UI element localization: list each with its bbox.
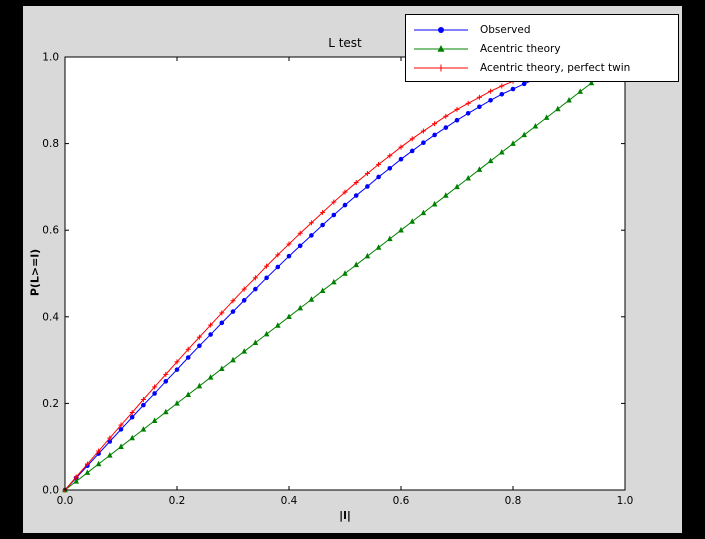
legend-item-perfect-twin: Acentric theory, perfect twin (412, 58, 672, 77)
svg-text:0.8: 0.8 (505, 495, 522, 507)
legend-item-acentric-theory: Acentric theory (412, 39, 672, 58)
legend-label-perfect-twin: Acentric theory, perfect twin (480, 61, 631, 74)
svg-text:0.2: 0.2 (42, 398, 59, 410)
svg-text:0.0: 0.0 (57, 495, 74, 507)
legend-swatch-perfect-twin-icon (414, 64, 468, 71)
plot-svg: 0.0 0.2 0.4 0.6 0.8 1.0 0.0 0.2 0.4 0.6 0.8 1.0 (42, 52, 634, 508)
legend-label-observed: Observed (480, 23, 531, 36)
y-axis-label: P(L>=l) (28, 248, 42, 297)
legend: Observed Acentric theory Acentric theory… (405, 14, 679, 82)
legend-swatch-observed-icon (414, 26, 468, 33)
legend-label-acentric-theory: Acentric theory (480, 42, 561, 55)
legend-swatch-acentric-theory-icon (414, 44, 468, 52)
svg-text:0.2: 0.2 (169, 495, 186, 507)
svg-text:0.4: 0.4 (281, 495, 298, 507)
legend-item-observed: Observed (412, 20, 672, 39)
svg-text:0.4: 0.4 (42, 311, 59, 323)
x-axis-label: |l| (339, 509, 351, 522)
svg-text:0.6: 0.6 (393, 495, 410, 507)
svg-text:0.8: 0.8 (42, 138, 59, 150)
chart-title: L test (328, 36, 362, 50)
figure: 0.0 0.2 0.4 0.6 0.8 1.0 0.0 0.2 0.4 0.6 0.8 1.0 L t… (23, 6, 682, 533)
svg-text:1.0: 1.0 (617, 495, 634, 507)
svg-text:1.0: 1.0 (42, 52, 59, 64)
svg-text:0.6: 0.6 (42, 225, 59, 237)
svg-text:0.0: 0.0 (42, 485, 59, 497)
